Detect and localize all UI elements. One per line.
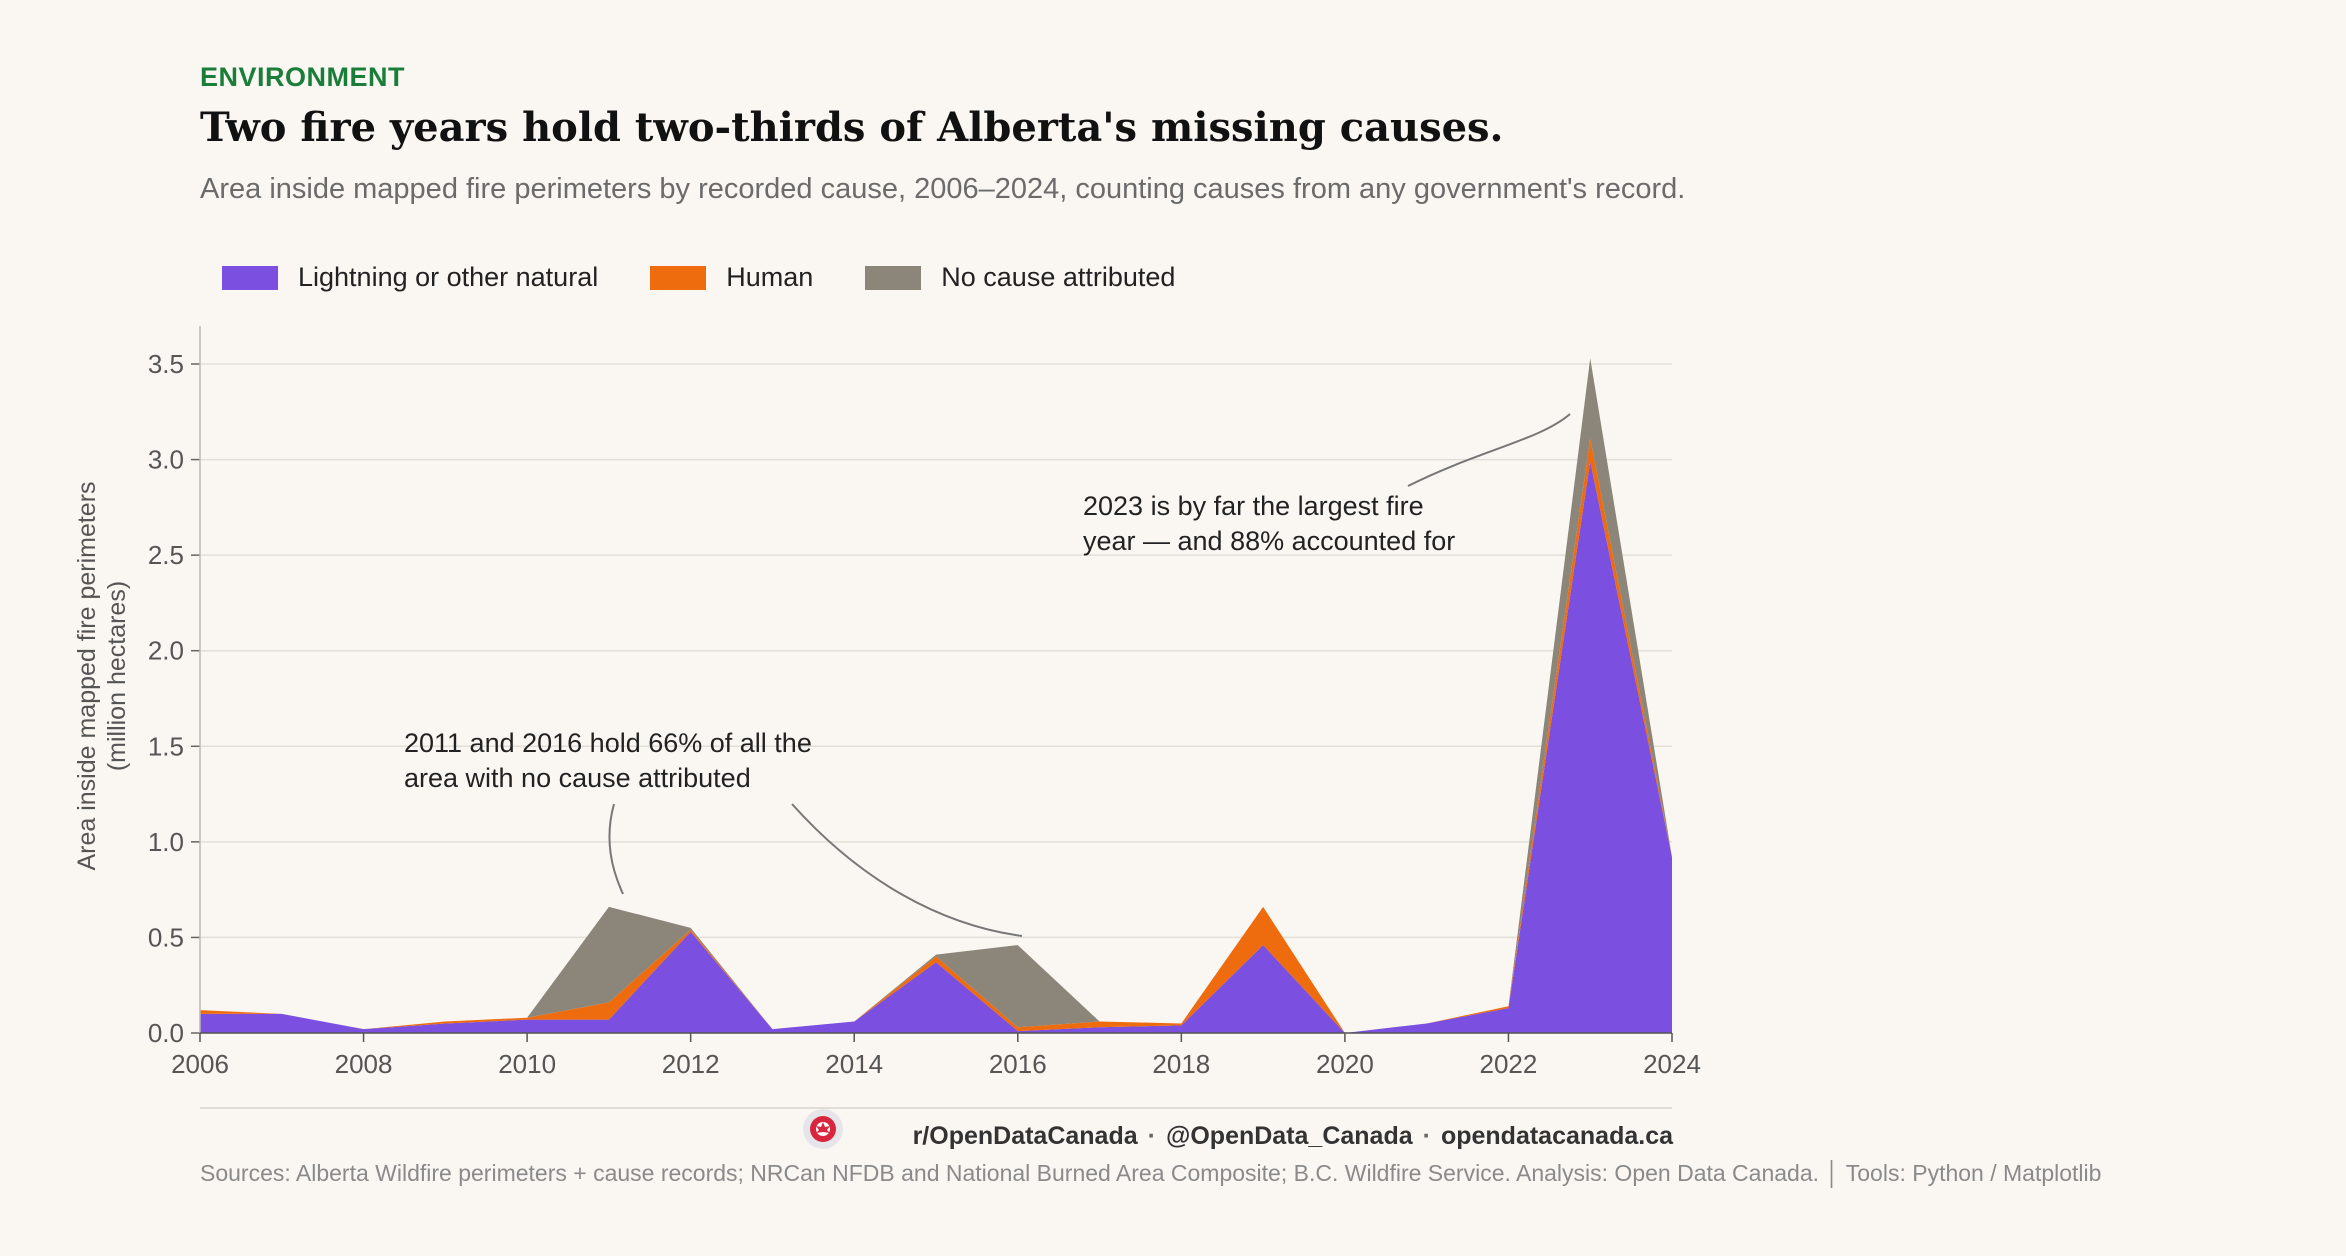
- x-tick-label: 2022: [1480, 1049, 1538, 1079]
- footer-divider: [200, 1107, 1672, 1109]
- area-series-natural: [200, 461, 1672, 1033]
- x-tick-label: 2024: [1643, 1049, 1701, 1079]
- legend-label-unattributed: No cause attributed: [941, 262, 1176, 292]
- x-tick-label: 2020: [1316, 1049, 1374, 1079]
- social-links: r/OpenDataCanada · @OpenData_Canada · openda…: [912, 1122, 1673, 1150]
- reddit-link[interactable]: r/OpenDataCanada: [912, 1122, 1138, 1150]
- section-kicker: ENVIRONMENT: [200, 62, 406, 92]
- x-tick-label: 2008: [335, 1049, 393, 1079]
- y-tick-label: 3.5: [148, 349, 184, 379]
- legend-item-unattributed: No cause attributed: [865, 262, 1175, 293]
- website-link[interactable]: opendatacanada.ca: [1440, 1122, 1673, 1150]
- y-tick-label: 3.0: [148, 445, 184, 475]
- annotation-connector-2023: [1407, 413, 1571, 487]
- x-tick-label: 2018: [1152, 1049, 1210, 1079]
- y-tick-label: 1.0: [148, 827, 184, 857]
- y-tick-label: 0.0: [148, 1018, 184, 1048]
- legend-swatch-natural: [222, 265, 278, 290]
- annotation-2023: 2023 is by far the largest fire year — an…: [1083, 491, 1456, 556]
- chart-legend: Lightning or other natural Human No caus…: [222, 262, 1227, 293]
- x-tick-label: 2016: [989, 1049, 1047, 1079]
- x-tick-label: 2010: [498, 1049, 556, 1079]
- chart-subtitle: Area inside mapped fire perimeters by re…: [200, 173, 1686, 205]
- legend-item-natural: Lightning or other natural: [222, 262, 598, 293]
- x-tick-label: 2006: [171, 1049, 229, 1079]
- chart-title: Two fire years hold two-thirds of Albert…: [200, 104, 1504, 151]
- y-tick-label: 0.5: [148, 922, 184, 952]
- y-tick-label: 2.5: [148, 540, 184, 570]
- annotation-connector-2016: [791, 803, 1023, 937]
- y-axis-title: Area inside mapped fire perimeters (milli…: [73, 481, 131, 871]
- sources-note: Sources: Alberta Wildfire perimeters + c…: [200, 1160, 2102, 1186]
- x-tick-label: 2012: [662, 1049, 720, 1079]
- legend-swatch-human: [650, 265, 707, 290]
- legend-label-natural: Lightning or other natural: [298, 262, 599, 292]
- y-tick-label: 2.0: [148, 636, 184, 666]
- annotation-2011-2016: 2011 and 2016 hold 66% of all the area wi…: [404, 728, 812, 793]
- x-tick-label: 2014: [825, 1049, 883, 1079]
- opendatacanada-logo-icon: [803, 1109, 843, 1149]
- legend-label-human: Human: [726, 262, 814, 292]
- y-tick-label: 1.5: [148, 731, 184, 761]
- legend-item-human: Human: [650, 262, 813, 293]
- twitter-link[interactable]: @OpenData_Canada: [1165, 1122, 1413, 1150]
- legend-swatch-unattributed: [865, 265, 922, 290]
- annotation-connector-2011: [608, 803, 624, 895]
